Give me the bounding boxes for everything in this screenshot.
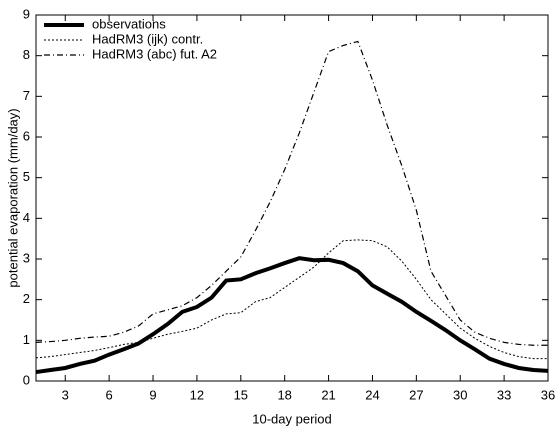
- series-line: [35, 40, 548, 346]
- y-tick-label: 3: [23, 250, 30, 265]
- x-tick-label: 24: [365, 387, 379, 402]
- series-line: [35, 239, 548, 360]
- x-tick-label: 18: [277, 387, 291, 402]
- y-tick-label: 4: [23, 210, 30, 225]
- y-tick-label: 0: [23, 372, 30, 387]
- y-tick-label: 1: [23, 332, 30, 347]
- plot-frame: [35, 14, 549, 382]
- x-tick-label: 30: [453, 387, 467, 402]
- x-tick-label: 33: [497, 387, 511, 402]
- y-axis-label: potential evaporation (mm/day): [5, 108, 20, 287]
- x-tick-label: 6: [106, 387, 113, 402]
- y-tick-label: 9: [23, 6, 30, 21]
- series-line: [35, 256, 549, 375]
- x-tick-label: 15: [234, 387, 248, 402]
- x-tick-label: 36: [541, 387, 555, 402]
- legend-label: HadRM3 (ijk) contr.: [92, 31, 203, 46]
- legend-label: HadRM3 (abc) fut. A2: [92, 46, 217, 61]
- y-tick-label: 5: [23, 169, 30, 184]
- x-tick-label: 9: [149, 387, 156, 402]
- y-tick-label: 8: [23, 47, 30, 62]
- x-tick-label: 27: [409, 387, 423, 402]
- x-axis-label: 10-day period: [252, 411, 332, 426]
- x-tick-label: 3: [62, 387, 69, 402]
- y-tick-label: 7: [23, 88, 30, 103]
- y-tick-label: 2: [23, 291, 30, 306]
- legend-label: observations: [92, 16, 166, 31]
- y-tick-label: 6: [23, 128, 30, 143]
- x-tick-label: 12: [190, 387, 204, 402]
- x-tick-label: 21: [321, 387, 335, 402]
